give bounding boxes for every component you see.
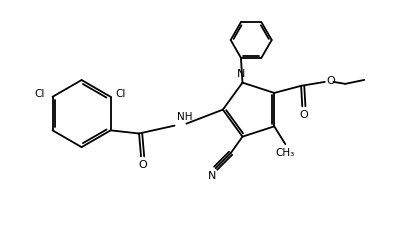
- Text: O: O: [138, 160, 147, 170]
- Text: CH₃: CH₃: [276, 148, 295, 158]
- Text: N: N: [208, 171, 217, 181]
- Text: O: O: [299, 110, 308, 120]
- Text: Cl: Cl: [115, 89, 126, 99]
- Text: O: O: [327, 76, 335, 86]
- Text: NH: NH: [177, 113, 192, 122]
- Text: Cl: Cl: [35, 89, 45, 99]
- Text: N: N: [237, 69, 245, 79]
